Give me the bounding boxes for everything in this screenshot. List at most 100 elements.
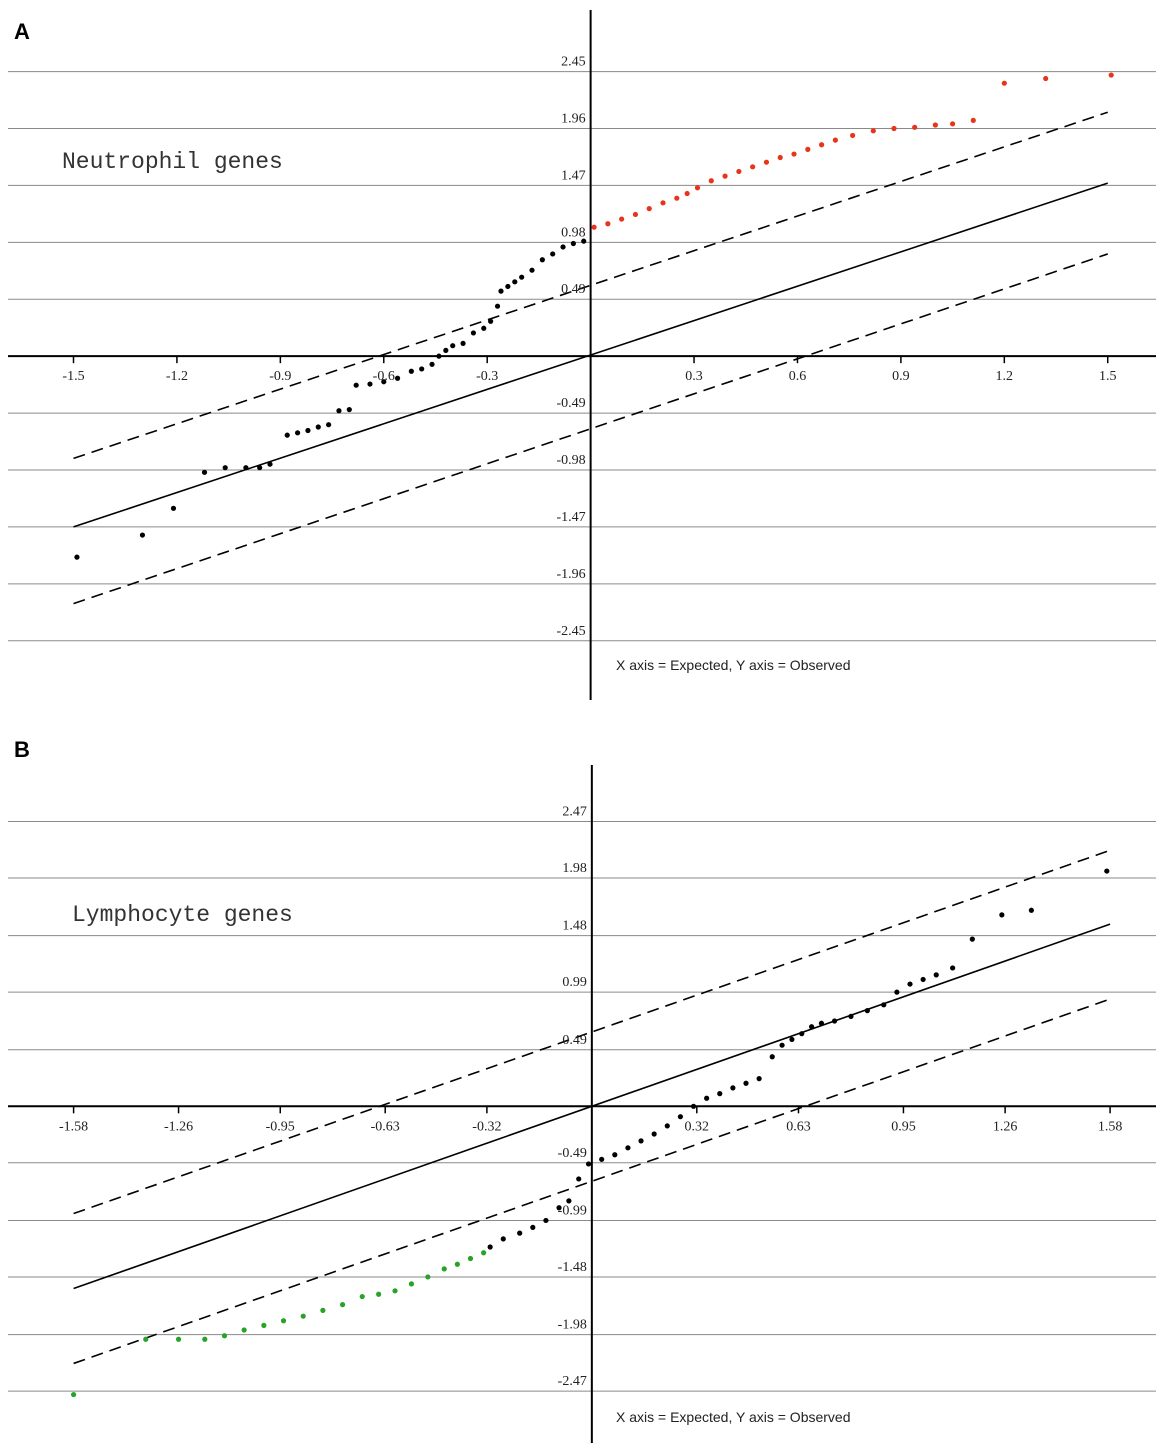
axis-caption: X axis = Expected, Y axis = Observed (616, 657, 851, 673)
data-point (684, 190, 690, 197)
data-point (280, 1318, 287, 1324)
data-point (933, 972, 939, 978)
data-point (512, 279, 518, 285)
y-tick-label: -2.45 (556, 624, 585, 639)
y-tick-label: 2.45 (561, 55, 586, 70)
y-tick-label: 1.96 (561, 111, 586, 126)
identity-line (73, 923, 1111, 1290)
data-point (832, 137, 838, 143)
data-point (143, 1336, 149, 1342)
data-point (305, 427, 311, 434)
x-tick-label: 0.63 (786, 1119, 811, 1134)
data-point (394, 375, 401, 381)
data-point (1028, 907, 1034, 913)
data-point (704, 1095, 710, 1101)
data-point (392, 1288, 398, 1294)
data-point (241, 1327, 247, 1333)
y-tick-label: -1.98 (558, 1318, 587, 1333)
y-tick-label: -0.49 (558, 1146, 587, 1161)
x-tick-label: -1.5 (62, 369, 84, 384)
data-point (467, 1255, 474, 1262)
data-point (818, 1020, 825, 1026)
data-point (756, 1076, 762, 1082)
data-point (999, 912, 1005, 918)
x-tick-label: 1.58 (1098, 1119, 1123, 1134)
y-tick-label: -1.48 (558, 1260, 587, 1275)
data-point (175, 1336, 182, 1342)
data-point (809, 1024, 815, 1030)
data-point (243, 465, 249, 471)
data-point (543, 1217, 549, 1224)
data-point (336, 408, 342, 414)
data-point (730, 1085, 736, 1091)
data-point (500, 1236, 506, 1242)
x-tick-label: 0.6 (789, 369, 807, 384)
y-tick-label: -0.49 (556, 396, 585, 411)
data-point (408, 368, 414, 374)
data-point (950, 965, 956, 971)
data-point (346, 406, 352, 413)
data-point (376, 1291, 382, 1297)
data-point (763, 159, 770, 165)
data-point (481, 1250, 487, 1256)
data-point (353, 382, 359, 388)
data-point (1043, 75, 1049, 82)
data-point (591, 224, 597, 230)
upper-bound-line (73, 111, 1108, 460)
data-point (1001, 80, 1007, 86)
y-tick-label: -1.96 (556, 567, 585, 582)
data-point (969, 936, 975, 942)
y-tick-label: -1.47 (556, 510, 585, 525)
data-point (519, 274, 525, 280)
data-point (585, 1161, 592, 1167)
data-point (864, 1008, 870, 1014)
y-tick-label: -0.98 (556, 453, 585, 468)
data-point (612, 1152, 618, 1158)
y-tick-label: 0.98 (561, 225, 586, 240)
data-point (505, 283, 511, 290)
data-point (494, 303, 501, 309)
data-point (539, 257, 545, 263)
data-point (651, 1131, 657, 1137)
data-point (221, 1333, 228, 1339)
y-tick-label: 1.47 (561, 168, 586, 183)
data-point (920, 976, 926, 983)
data-point (891, 125, 897, 132)
y-tick-label: 1.98 (562, 861, 587, 876)
data-point (320, 1307, 326, 1313)
panel-letter: B (14, 737, 30, 762)
data-point (222, 465, 228, 471)
data-point (576, 1176, 582, 1182)
data-point (912, 124, 918, 130)
data-point (805, 146, 811, 152)
data-point (267, 461, 273, 467)
data-point (139, 532, 146, 538)
data-point (294, 430, 301, 436)
data-point (717, 1091, 723, 1097)
data-point (170, 505, 177, 511)
x-tick-label: -0.95 (266, 1119, 295, 1134)
lower-bound-line (73, 253, 1108, 605)
group-label: Neutrophil genes (62, 149, 283, 175)
data-point (881, 1002, 887, 1008)
x-tick-label: 1.2 (996, 369, 1014, 384)
data-point (779, 1042, 785, 1048)
x-tick-label: 1.5 (1099, 369, 1117, 384)
x-tick-label: -0.3 (476, 369, 498, 384)
data-point (736, 168, 742, 175)
data-point (261, 1322, 267, 1328)
y-tick-label: -0.99 (558, 1203, 587, 1218)
data-point (950, 121, 956, 127)
qq-plot-a: -1.5 -1.2 -0.9 -0.6 -0.3 0.3 0.6 0.9 1.2 1.5 2.45 1… (8, 10, 1156, 700)
data-point (694, 185, 701, 191)
data-point (436, 353, 442, 359)
data-point (315, 424, 321, 430)
data-point (454, 1261, 460, 1267)
x-tick-label: 0.32 (685, 1119, 710, 1134)
data-point (425, 1274, 431, 1280)
data-point (529, 267, 535, 273)
data-point (743, 1080, 749, 1086)
y-tick-label: 0.99 (562, 975, 587, 990)
data-point (408, 1281, 415, 1287)
data-point (831, 1018, 838, 1024)
